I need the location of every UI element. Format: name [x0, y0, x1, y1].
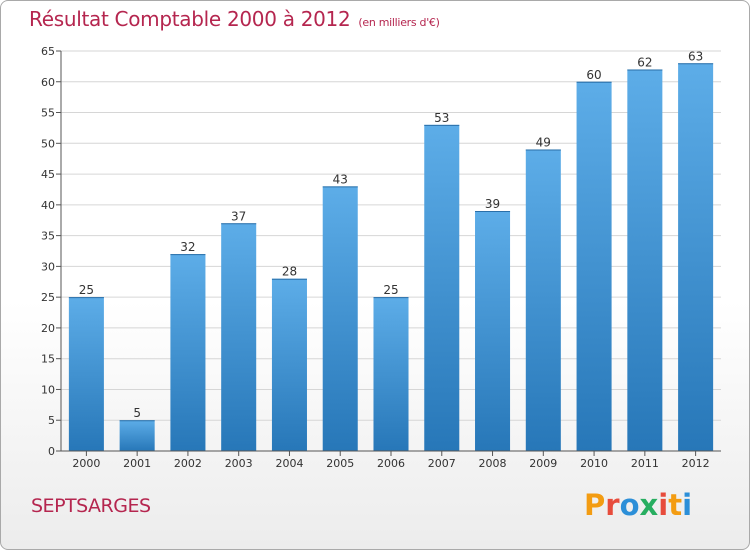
y-tick-label: 65: [41, 45, 55, 58]
bar: [525, 149, 561, 451]
x-tick-label: 2002: [174, 457, 202, 470]
data-label: 28: [282, 265, 297, 279]
x-tick-label: 2000: [72, 457, 100, 470]
data-label: 60: [586, 68, 601, 82]
bar: [221, 223, 257, 451]
data-label: 32: [180, 240, 195, 254]
y-tick-label: 60: [41, 76, 55, 89]
y-tick-label: 30: [41, 260, 55, 273]
logo-letter: i: [682, 488, 693, 522]
data-label: 49: [536, 135, 551, 149]
bar: [322, 186, 358, 451]
proxiti-logo[interactable]: Proxiti: [584, 488, 692, 522]
data-label: 62: [637, 55, 652, 69]
bar: [119, 420, 155, 451]
logo-letter: t: [668, 488, 683, 522]
x-tick-label: 2006: [377, 457, 405, 470]
bar: [373, 297, 409, 451]
y-tick-label: 35: [41, 230, 55, 243]
bar: [424, 124, 460, 451]
x-tick-label: 2004: [275, 457, 303, 470]
y-tick-label: 10: [41, 383, 55, 396]
bar: [576, 81, 612, 452]
data-label: 39: [485, 197, 500, 211]
y-tick-label: 0: [48, 445, 55, 458]
commune-name: SEPTSARGES: [31, 495, 151, 517]
x-tick-label: 2012: [682, 457, 710, 470]
x-tick-label: 2009: [529, 457, 557, 470]
chart-title: Résultat Comptable 2000 à 2012 (en millie…: [29, 7, 440, 31]
bar: [627, 69, 663, 451]
data-label: 63: [688, 49, 703, 63]
data-label: 25: [383, 283, 398, 297]
bar: [271, 278, 307, 451]
data-label: 43: [333, 172, 348, 186]
y-tick-label: 25: [41, 291, 55, 304]
chart-title-text: Résultat Comptable 2000 à 2012: [29, 7, 351, 31]
y-tick-label: 55: [41, 107, 55, 120]
tick-labels: 0 5 10 15 20 25 30 35 40 45 50 55 60 65 25 2000 5 2001 32 2…: [41, 45, 710, 470]
data-label: 5: [133, 406, 141, 420]
logo-letter: o: [619, 488, 640, 522]
y-tick-label: 5: [48, 414, 55, 427]
x-tick-label: 2005: [326, 457, 354, 470]
data-label: 53: [434, 111, 449, 125]
data-label: 37: [231, 209, 246, 223]
bar: [68, 297, 104, 451]
logo-letter: i: [658, 488, 669, 522]
chart-unit: (en milliers d'€): [358, 16, 440, 29]
logo-letter: r: [605, 488, 620, 522]
logo-letter: x: [639, 488, 659, 522]
y-tick-label: 50: [41, 137, 55, 150]
x-tick-label: 2011: [631, 457, 659, 470]
bar: [678, 63, 714, 452]
logo-letter: P: [584, 488, 606, 522]
axes: [56, 50, 721, 456]
x-tick-label: 2003: [225, 457, 253, 470]
x-tick-label: 2007: [428, 457, 456, 470]
y-tick-label: 45: [41, 168, 55, 181]
y-tick-label: 40: [41, 199, 55, 212]
y-tick-label: 15: [41, 353, 55, 366]
bar: [170, 254, 206, 451]
bars: [68, 63, 714, 452]
x-tick-label: 2001: [123, 457, 151, 470]
bar: [475, 211, 511, 451]
y-tick-label: 20: [41, 322, 55, 335]
x-tick-label: 2010: [580, 457, 608, 470]
x-tick-label: 2008: [479, 457, 507, 470]
data-label: 25: [79, 283, 94, 297]
